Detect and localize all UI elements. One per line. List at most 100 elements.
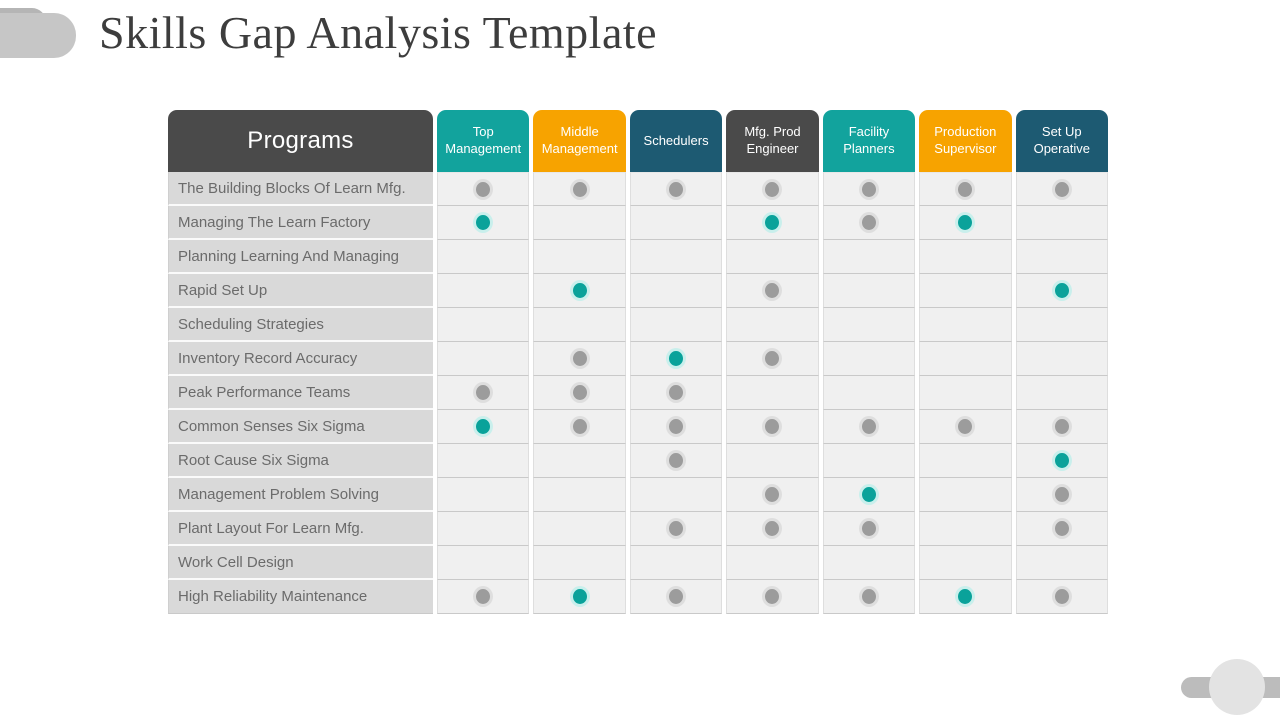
matrix-cell [437,512,530,546]
matrix-cell [1015,410,1108,444]
matrix-cell [822,308,916,342]
matrix-cell [1015,308,1108,342]
matrix-cell [919,410,1012,444]
matrix-cell [533,444,626,478]
matrix-cell [629,410,723,444]
matrix-cell [726,580,819,614]
matrix-cell [533,478,626,512]
gray-dot [861,181,876,197]
gray-dot [765,419,780,434]
matrix-cell [822,444,916,478]
matrix-cell [822,206,916,240]
matrix-cell [919,206,1012,240]
matrix-cell [533,240,626,274]
gray-dot [669,385,684,400]
program-row-label: Work Cell Design [168,546,433,580]
programs-header: Programs [168,110,433,172]
matrix-cell [629,512,723,546]
matrix-cell [533,206,626,240]
gray-dot [1054,419,1069,434]
matrix-cell [629,376,723,410]
matrix-cell [437,546,530,580]
teal-dot [476,419,491,434]
gray-dot [958,419,973,434]
matrix-cell [629,580,723,614]
matrix-cell [629,274,723,308]
matrix-cell [726,274,819,308]
gray-dot [572,351,587,366]
matrix-cell [533,580,626,614]
matrix-cell [437,410,530,444]
matrix-cell [533,376,626,410]
gray-dot [765,487,780,502]
program-row-label: Scheduling Strategies [168,308,433,342]
matrix-cell [629,444,723,478]
program-row-label: Common Senses Six Sigma [168,410,433,444]
matrix-cell [822,478,916,512]
gray-dot [861,215,876,230]
skills-gap-table: Programs Top Management Middle Management… [168,110,1108,614]
matrix-cell [1015,274,1108,308]
teal-dot [669,351,684,366]
matrix-cell [726,444,819,478]
matrix-cell [822,376,916,410]
matrix-cell [919,512,1012,546]
matrix-cell [533,172,626,206]
teal-dot [765,215,780,230]
matrix-cell [919,240,1012,274]
gray-dot [958,181,973,197]
matrix-cell [437,342,530,376]
matrix-cell [919,478,1012,512]
gray-dot [765,589,780,604]
matrix-cell [726,206,819,240]
matrix-cell [629,546,723,580]
matrix-cell [726,478,819,512]
matrix-cell [533,308,626,342]
matrix-cell [919,308,1012,342]
matrix-cell [629,342,723,376]
matrix-cell [533,546,626,580]
teal-dot [958,215,973,230]
table-body: The Building Blocks Of Learn Mfg. Managin… [168,172,1108,614]
column-header: Middle Management [533,110,626,172]
gray-dot [1054,589,1069,604]
teal-dot [1054,453,1069,468]
matrix-cell [919,342,1012,376]
matrix-cell [437,376,530,410]
gray-dot [1054,487,1069,502]
teal-dot [476,215,491,230]
program-row-label: High Reliability Maintenance [168,580,433,614]
program-row-label: Managing The Learn Factory [168,206,433,240]
matrix-cell [437,274,530,308]
program-row-label: Planning Learning And Managing [168,240,433,274]
gray-dot [476,385,491,400]
gray-dot [572,385,587,400]
matrix-cell [437,308,530,342]
column-header: Mfg. Prod Engineer [726,110,819,172]
gray-dot [572,181,587,197]
matrix-cell [822,410,916,444]
matrix-cell [726,512,819,546]
gray-dot [669,419,684,434]
gray-dot [765,181,780,197]
matrix-cell [822,580,916,614]
matrix-cell [822,512,916,546]
matrix-cell [919,274,1012,308]
matrix-cell [1015,478,1108,512]
matrix-cell [919,546,1012,580]
matrix-cell [1015,172,1108,206]
bottom-right-decoration-circle [1209,659,1265,715]
matrix-cell [726,546,819,580]
matrix-cell [726,172,819,206]
matrix-cell [437,240,530,274]
gray-dot [765,521,780,536]
column-header: Facility Planners [822,110,916,172]
matrix-cell [919,444,1012,478]
matrix-cell [437,478,530,512]
matrix-cell [1015,376,1108,410]
matrix-cell [1015,240,1108,274]
matrix-cell [1015,342,1108,376]
matrix-cell [919,580,1012,614]
matrix-cell [437,206,530,240]
matrix-cell [437,580,530,614]
